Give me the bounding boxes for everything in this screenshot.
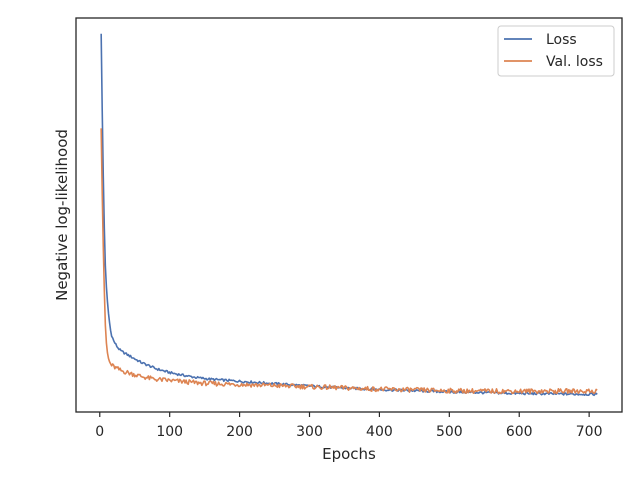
x-tick-label: 0 [95, 424, 104, 440]
x-tick-label: 400 [366, 424, 393, 440]
plot-frame [75, 17, 623, 413]
x-axis-label: Epochs [322, 445, 376, 463]
legend-entry-val-loss: Val. loss [546, 54, 603, 70]
series-line-val-loss [100, 128, 598, 395]
x-tick-label: 600 [506, 424, 533, 440]
x-tick-label: 200 [226, 424, 253, 440]
series-layer [100, 33, 598, 397]
x-tick-label: 500 [436, 424, 463, 440]
legend: Loss Val. loss [497, 25, 615, 77]
y-axis-label: Negative log-likelihood [53, 129, 71, 301]
x-tick-label: 700 [576, 424, 603, 440]
x-tick-label: 100 [156, 424, 183, 440]
legend-entry-loss: Loss [546, 32, 577, 48]
x-axis-ticks: 0 100 200 300 400 500 600 700 [95, 412, 603, 440]
x-tick-label: 300 [296, 424, 323, 440]
